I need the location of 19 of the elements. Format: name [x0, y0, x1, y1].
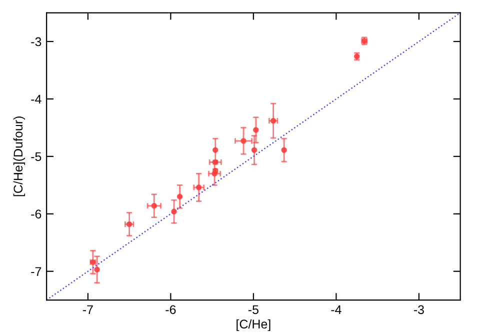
point [251, 147, 258, 153]
x-tick-label: -7 [82, 305, 93, 314]
point [212, 170, 218, 177]
x-axis-title: [C/He] [236, 319, 270, 331]
x-tick-label: -5 [248, 305, 258, 314]
point [151, 202, 158, 209]
point [240, 138, 246, 144]
point [126, 221, 132, 228]
x-tick-label: -6 [166, 305, 176, 314]
x-tick-label: -3 [414, 305, 424, 314]
x-tick-label: -4 [331, 305, 342, 314]
y-tick-label: -6 [31, 210, 42, 219]
y-tick-label: -5 [31, 152, 42, 162]
point [270, 118, 276, 124]
point [212, 147, 218, 153]
y-tick-label: -7 [31, 267, 42, 276]
y-tick-label: -4 [31, 94, 42, 104]
y-tick-label: -3 [31, 37, 42, 46]
y-axis-title: [C/He](Dufour) [13, 116, 26, 196]
